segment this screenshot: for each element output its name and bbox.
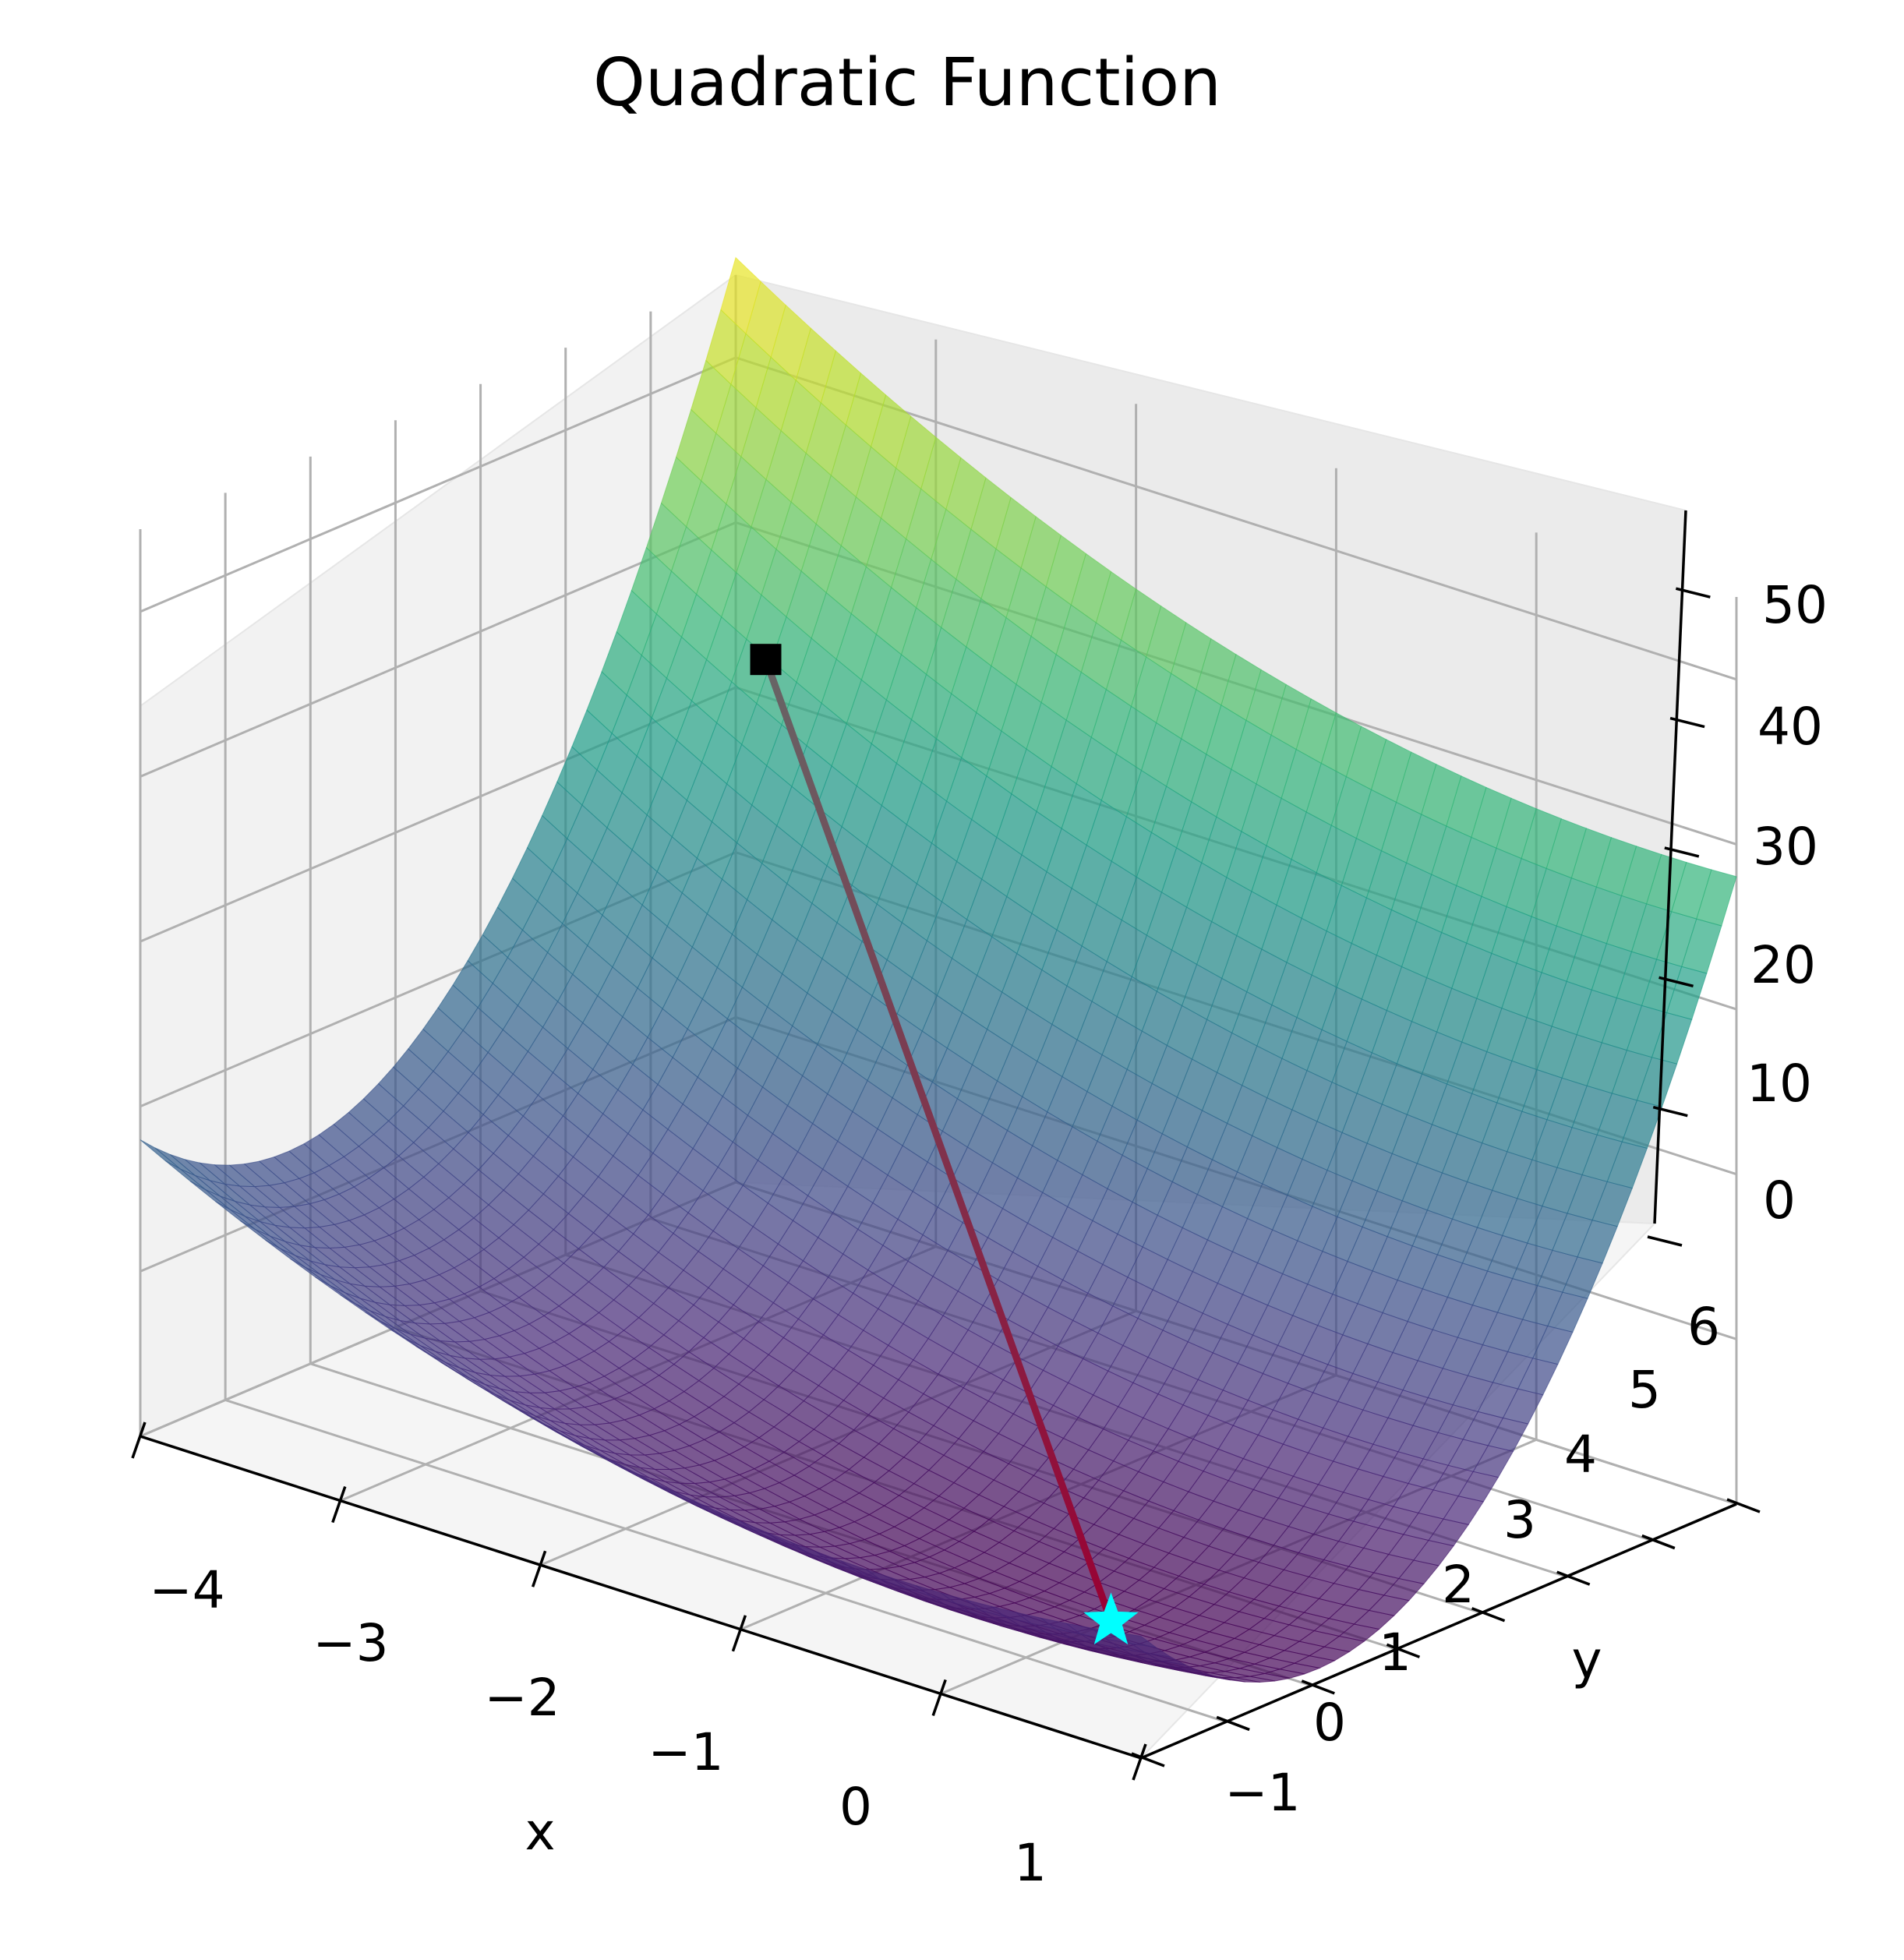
end-marker-star [1083,1592,1139,1645]
y-tick-mark [1471,1607,1506,1623]
x-tick-label: −4 [149,1560,224,1620]
z-tick-mark [1652,1105,1688,1118]
z-tick-label: 0 [1763,1171,1796,1231]
x-axis-label: x [525,1802,555,1862]
x-tick-mark [731,1615,747,1652]
y-tick-mark [1556,1570,1591,1586]
x-tick-label: −2 [484,1668,560,1728]
y-axis-label: y [1571,1630,1602,1690]
z-axis-line [1653,510,1687,1224]
z-tick-label: 40 [1757,697,1823,757]
x-tick-mark [1132,1743,1147,1781]
z-tick-label: 20 [1750,935,1816,995]
y-tick-mark [1216,1715,1250,1732]
x-tick-label: 1 [1014,1833,1047,1893]
path-line [762,655,1114,1625]
x-tick-mark [531,1550,547,1587]
grid-line-y-floor [224,1399,1227,1723]
markers [750,644,1139,1645]
y-tick-label: 2 [1442,1555,1475,1615]
x-tick-mark [331,1486,347,1524]
grid-line-z-left [140,356,737,613]
y-tick-label: −1 [1224,1763,1300,1823]
x-ticks: −4 −3 −2 −1 0 1 [149,1560,1047,1893]
x-tick-label: −3 [313,1613,388,1673]
descent-path [762,655,1114,1625]
y-tick-label: 6 [1687,1297,1720,1357]
axes [131,510,1761,1781]
y-tick-label: 4 [1564,1425,1597,1485]
y-tick-mark [1131,1752,1165,1768]
y-tick-label: 3 [1503,1490,1536,1550]
surface [140,256,1737,1683]
x-axis-line [140,1435,1142,1760]
z-ticks: 0 10 20 30 40 50 [1747,575,1828,1231]
z-tick-mark [1675,587,1711,599]
start-marker [750,644,782,676]
y-tick-mark [1386,1643,1421,1658]
x-tick-label: −1 [648,1722,723,1782]
z-tick-mark [1664,846,1700,858]
z-tick-label: 10 [1747,1054,1812,1114]
y-tick-label: 0 [1313,1693,1346,1753]
y-tick-label: 1 [1379,1623,1411,1683]
z-tick-mark [1669,716,1705,729]
y-tick-label: 5 [1628,1360,1661,1420]
z-tick-label: 50 [1762,575,1828,635]
grid-line-z-left [140,521,737,778]
y-axis-line [1140,1503,1737,1760]
x-tick-mark [131,1421,147,1459]
z-tick-mark [1647,1235,1683,1247]
chart-title: Quadratic Function [593,44,1221,122]
y-tick-mark [1301,1679,1335,1695]
z-tick-mark [1658,976,1694,987]
x-tick-mark [931,1679,947,1716]
y-tick-mark [1726,1498,1761,1513]
z-tick-label: 30 [1753,817,1818,877]
x-tick-label: 0 [839,1777,872,1837]
y-tick-mark [1641,1534,1676,1550]
y-ticks: −1 0 1 2 3 4 5 6 [1224,1297,1720,1823]
